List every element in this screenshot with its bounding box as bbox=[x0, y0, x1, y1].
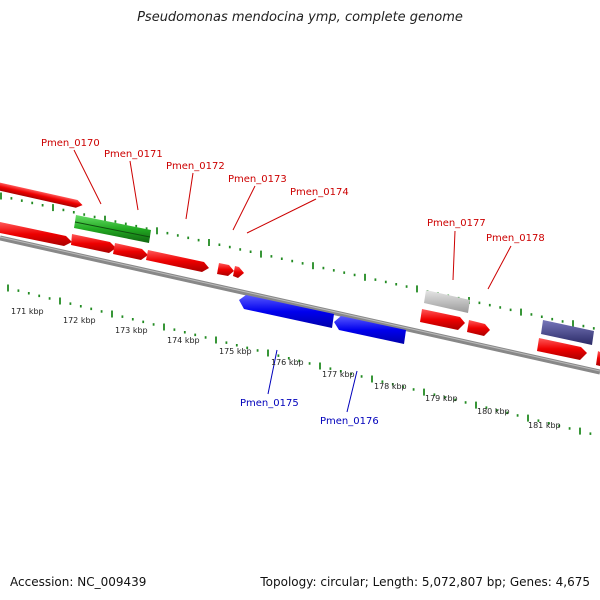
rna-gene[interactable] bbox=[74, 215, 151, 243]
forward-genes bbox=[0, 180, 83, 209]
bottom-tick-row bbox=[7, 284, 592, 435]
callout-lines bbox=[73, 149, 512, 413]
gene-arrow[interactable] bbox=[113, 243, 148, 260]
gene-label[interactable]: Pmen_0172 bbox=[166, 161, 225, 172]
accession-text: Accession: NC_009439 bbox=[10, 575, 147, 589]
gene-arrow[interactable] bbox=[0, 222, 72, 246]
gene-label[interactable]: Pmen_0176 bbox=[320, 416, 379, 427]
gene-arrow[interactable] bbox=[334, 316, 406, 344]
gene-label[interactable]: Pmen_0178 bbox=[486, 233, 545, 244]
gene-arrow[interactable] bbox=[146, 250, 209, 272]
kbp-label: 177 kbp bbox=[322, 370, 355, 379]
gene-arrow[interactable] bbox=[420, 309, 465, 330]
kbp-label: 179 kbp bbox=[425, 394, 458, 403]
bottom-gene-labels: Pmen_0175 Pmen_0176 bbox=[240, 398, 379, 427]
kbp-label: 178 kbp bbox=[374, 382, 407, 391]
kbp-label: 176 kbp bbox=[271, 358, 304, 367]
genome-summary-text: Topology: circular; Length: 5,072,807 bp… bbox=[260, 575, 590, 589]
gene-arrow[interactable] bbox=[596, 351, 600, 366]
kbp-label: 171 kbp bbox=[11, 307, 44, 316]
kbp-labels: 171 kbp 172 kbp 173 kbp 174 kbp 175 kbp … bbox=[11, 307, 561, 430]
reverse-gene-arrows bbox=[239, 295, 406, 344]
map-title: Pseudomonas mendocina ymp, complete geno… bbox=[137, 10, 463, 25]
genome-backbone bbox=[0, 235, 600, 375]
kbp-label: 173 kbp bbox=[115, 326, 148, 335]
gene-label[interactable]: Pmen_0170 bbox=[41, 138, 100, 149]
forward-gene-arrows bbox=[0, 222, 600, 366]
kbp-label: 172 kbp bbox=[63, 316, 96, 325]
kbp-label: 175 kbp bbox=[219, 347, 252, 356]
gene-label[interactable]: Pmen_0174 bbox=[290, 187, 349, 198]
pseudo-gene[interactable] bbox=[424, 290, 470, 313]
gene-arrow[interactable] bbox=[0, 180, 83, 209]
top-gene-labels: Pmen_0170 Pmen_0171 Pmen_0172 Pmen_0173 … bbox=[41, 138, 545, 244]
gene-label[interactable]: Pmen_0171 bbox=[104, 149, 163, 160]
kbp-label: 174 kbp bbox=[167, 336, 200, 345]
gene-label[interactable]: Pmen_0173 bbox=[228, 174, 287, 185]
kbp-label: 181 kbp bbox=[528, 421, 561, 430]
gene-label[interactable]: Pmen_0175 bbox=[240, 398, 299, 409]
gene-arrow[interactable] bbox=[467, 320, 490, 336]
gene-arrow[interactable] bbox=[217, 263, 234, 276]
kbp-label: 180 kbp bbox=[477, 407, 510, 416]
other-gene[interactable] bbox=[541, 320, 594, 345]
gene-arrow[interactable] bbox=[239, 295, 334, 328]
gene-label[interactable]: Pmen_0177 bbox=[427, 218, 486, 229]
gene-arrow[interactable] bbox=[537, 338, 587, 360]
gene-arrow[interactable] bbox=[71, 234, 116, 253]
gene-arrow[interactable] bbox=[233, 266, 244, 278]
